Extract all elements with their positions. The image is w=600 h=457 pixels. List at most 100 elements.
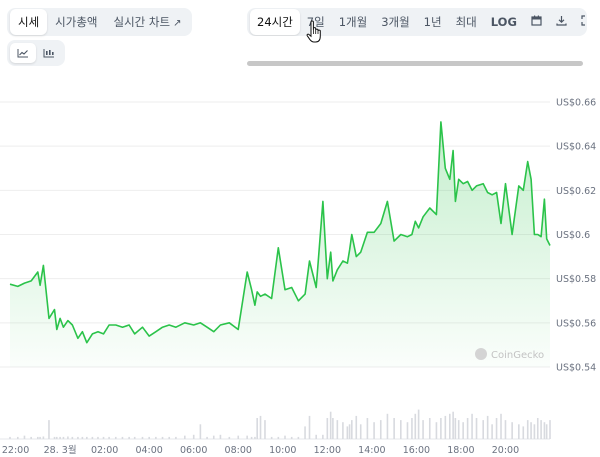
volume-bar: [228, 436, 231, 439]
y-tick-label: US$0.56: [556, 318, 596, 329]
line-chart-button[interactable]: [10, 43, 36, 63]
range-tab-log[interactable]: LOG: [490, 15, 517, 29]
volume-bar: [212, 435, 215, 439]
x-axis: 22:00 28. 3월 02:00 04:00 06:00 08:00 10:00 12:0…: [2, 444, 519, 456]
tab-price[interactable]: 시세: [10, 9, 48, 35]
volume-bar: [444, 415, 447, 439]
watermark: CoinGecko: [475, 348, 544, 361]
volume-bar: [199, 424, 202, 439]
volume-bar: [264, 420, 266, 439]
range-tab-3m[interactable]: 3개월: [381, 15, 410, 29]
volume-bar: [536, 418, 539, 439]
volume-bar: [500, 413, 502, 439]
volume-bar: [462, 422, 464, 439]
volume-bar: [526, 420, 529, 439]
volume-bar: [16, 436, 19, 439]
line-chart-icon: [17, 49, 28, 58]
volume-bar: [486, 415, 489, 439]
volume-bar: [108, 436, 110, 439]
horizontal-scrollbar[interactable]: [247, 61, 583, 66]
volume-bar: [284, 435, 286, 439]
chart-type-toggle: [7, 40, 65, 66]
x-tick-label: 28. 3월: [44, 444, 77, 456]
volume-bar: [322, 434, 324, 439]
volume-bar: [440, 418, 442, 439]
volume-bar: [533, 424, 536, 439]
range-tab-1m[interactable]: 1개월: [338, 15, 368, 29]
volume-bar: [53, 436, 56, 439]
volume-bar: [91, 436, 94, 439]
volume-bar: [237, 435, 240, 439]
range-tab-1y[interactable]: 1년: [423, 15, 442, 29]
volume-bar: [246, 435, 248, 439]
volume-bar: [277, 436, 280, 439]
volume-bar: [336, 420, 339, 439]
coingecko-logo-icon: [475, 348, 487, 360]
volume-bar: [348, 424, 351, 439]
volume-bar: [219, 434, 222, 439]
volume-bar: [290, 436, 293, 439]
volume-bar: [386, 413, 389, 439]
volume-bar: [297, 436, 300, 439]
volume-bar: [168, 436, 171, 439]
volume-bar: [270, 436, 273, 439]
volume-bar: [457, 420, 460, 439]
volume-bar: [530, 422, 532, 439]
volume-bar: [9, 436, 11, 439]
tab-market-cap[interactable]: 시가총액: [55, 15, 98, 29]
volume-bar: [366, 418, 369, 439]
price-area: [10, 121, 550, 368]
volume-bar: [435, 422, 438, 439]
volume-bar: [304, 426, 306, 439]
volume-bar: [308, 415, 311, 439]
volume-bar: [37, 436, 39, 439]
x-tick-label: 16:00: [403, 445, 430, 456]
volume-bar: [373, 422, 375, 439]
hand-cursor-icon: [306, 20, 324, 50]
download-icon[interactable]: [549, 10, 574, 34]
volume-bar: [259, 415, 262, 439]
y-tick-label: US$0.66: [556, 98, 596, 109]
volume-bar: [184, 435, 186, 439]
volume-bars: [9, 409, 551, 439]
volume-bar: [67, 436, 69, 439]
range-tab-max[interactable]: 최대: [455, 15, 477, 29]
tab-live-chart[interactable]: 실시간 차트 ↗: [106, 9, 190, 35]
metric-tabs: 시세 시가총액 실시간 차트 ↗: [7, 8, 193, 36]
volume-bar: [543, 422, 546, 439]
volume-bar: [452, 411, 454, 439]
volume-bar: [62, 436, 65, 439]
volume-bar: [346, 426, 349, 439]
volume-bar: [491, 424, 493, 439]
volume-bar: [400, 420, 402, 439]
x-tick-label: 14:00: [358, 445, 385, 456]
volume-bar: [454, 418, 457, 439]
y-tick-label: US$0.62: [556, 186, 596, 197]
volume-bar: [329, 411, 332, 439]
volume-bar: [71, 436, 74, 439]
external-link-icon: ↗: [173, 18, 182, 29]
x-tick-label: 18:00: [447, 445, 474, 456]
volume-bar: [326, 418, 329, 439]
volume-bar: [133, 436, 136, 439]
volume-bar: [495, 418, 498, 439]
candlestick-chart-button[interactable]: [36, 43, 62, 63]
expand-icon[interactable]: [574, 10, 587, 34]
volume-bar: [417, 409, 420, 439]
x-tick-label: 02:00: [91, 445, 118, 456]
x-tick-label: 06:00: [180, 445, 207, 456]
volume-bar: [342, 422, 344, 439]
x-tick-label: 22:00: [2, 445, 29, 456]
calendar-icon[interactable]: [524, 10, 549, 34]
volume-bar: [448, 413, 451, 439]
volume-bar: [254, 436, 256, 439]
y-tick-label: US$0.54: [556, 363, 596, 374]
watermark-text: CoinGecko: [491, 350, 544, 361]
y-tick-label: US$0.6: [556, 230, 590, 241]
volume-bar: [379, 420, 382, 439]
volume-bar: [81, 436, 84, 439]
volume-bar: [97, 436, 99, 439]
volume-bar: [549, 420, 551, 439]
volume-bar: [518, 424, 520, 439]
range-tab-24h[interactable]: 24시간: [250, 9, 300, 35]
